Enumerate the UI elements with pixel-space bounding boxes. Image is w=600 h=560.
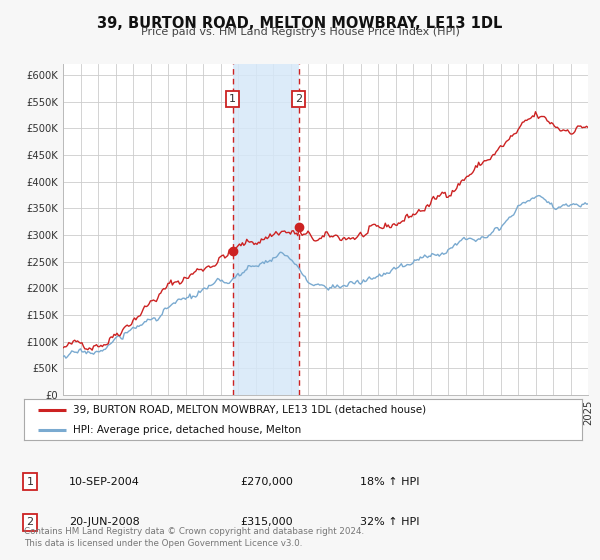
Text: 2: 2 (26, 517, 34, 528)
Text: 20-JUN-2008: 20-JUN-2008 (69, 517, 140, 528)
Text: Price paid vs. HM Land Registry's House Price Index (HPI): Price paid vs. HM Land Registry's House … (140, 27, 460, 37)
Text: 1: 1 (229, 94, 236, 104)
Text: HPI: Average price, detached house, Melton: HPI: Average price, detached house, Melt… (73, 425, 301, 435)
Text: 18% ↑ HPI: 18% ↑ HPI (360, 477, 419, 487)
Bar (233, 64, 299, 395)
Text: 10-SEP-2004: 10-SEP-2004 (69, 477, 140, 487)
Text: 39, BURTON ROAD, MELTON MOWBRAY, LE13 1DL (detached house): 39, BURTON ROAD, MELTON MOWBRAY, LE13 1D… (73, 405, 426, 415)
Text: 2: 2 (295, 94, 302, 104)
Text: 32% ↑ HPI: 32% ↑ HPI (360, 517, 419, 528)
Text: £270,000: £270,000 (240, 477, 293, 487)
Text: Contains HM Land Registry data © Crown copyright and database right 2024.
This d: Contains HM Land Registry data © Crown c… (24, 527, 364, 548)
Text: 39, BURTON ROAD, MELTON MOWBRAY, LE13 1DL: 39, BURTON ROAD, MELTON MOWBRAY, LE13 1D… (97, 16, 503, 31)
Text: £315,000: £315,000 (240, 517, 293, 528)
Text: 1: 1 (26, 477, 34, 487)
